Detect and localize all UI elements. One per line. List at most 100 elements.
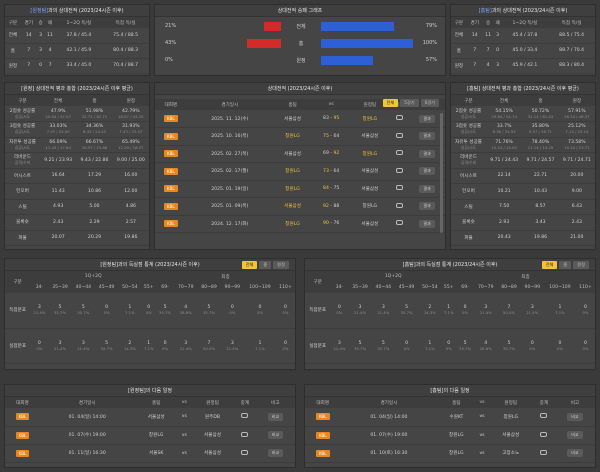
dist-cell: 0 0%	[330, 293, 349, 329]
schedule-row[interactable]: KBL 01. 07(수) 19:00 창원LG vs 서울삼성 비교	[5, 426, 295, 445]
stat-name: 파울	[18, 235, 27, 241]
tab-1[interactable]: 홈	[559, 261, 572, 269]
stat-main: 71.76%	[495, 139, 513, 145]
league-badge: KBL	[164, 132, 178, 140]
tv-icon[interactable]	[540, 413, 548, 419]
tv-icon[interactable]	[241, 449, 249, 455]
tv-icon[interactable]	[395, 167, 403, 173]
tv-icon[interactable]	[395, 132, 403, 138]
dist-count: 0	[284, 305, 287, 311]
result-button[interactable]: 결과	[419, 132, 435, 141]
dist-pct: 21.4%	[333, 345, 346, 351]
dist-cell: 5 35.7%	[456, 328, 475, 364]
schedule-row[interactable]: KBL 01. 04(일) 14:00 수원KT vs 창원LG 비교	[305, 408, 595, 427]
range-header: 90~99	[520, 282, 544, 293]
range-header: 50~54	[118, 282, 142, 293]
tv-icon[interactable]	[540, 431, 548, 437]
tv-icon[interactable]	[395, 220, 403, 226]
row-label: 원정	[296, 58, 306, 64]
dist-cell: 1 7.1%	[118, 293, 142, 329]
tv-icon[interactable]	[241, 413, 249, 419]
dist-cell: 1 7.1%	[543, 293, 576, 329]
games-scrollbar[interactable]	[440, 113, 443, 233]
result-cell: 결과	[409, 180, 445, 198]
compare-button[interactable]: 비교	[567, 412, 583, 421]
column-header: 구분	[5, 17, 21, 28]
schedule-row[interactable]: KBL 01. 04(일) 14:00 서울삼성 vs 원주DB 비교	[5, 408, 295, 427]
dist-count: 7	[507, 305, 511, 311]
column-header: 원정팀	[190, 397, 235, 408]
stat-name: 스틸	[18, 204, 27, 210]
tab-0[interactable]: 전체	[541, 261, 558, 269]
away-score: 88	[333, 203, 340, 209]
broadcast-cell	[234, 426, 256, 445]
compare-button[interactable]: 비교	[267, 431, 284, 439]
tab-1[interactable]: 홈	[259, 261, 272, 269]
compare-button[interactable]: 비교	[567, 431, 583, 439]
game-row[interactable]: KBL 2025. 10. 16(목) 창원LG 75 - 64 서울삼성 결과	[155, 127, 445, 146]
result-button[interactable]: 결과	[419, 219, 435, 228]
range-header: 69-	[456, 282, 475, 293]
dist-pct: 35.7%	[377, 345, 390, 351]
stat-value: 3.43	[522, 214, 559, 231]
tab-0[interactable]: 전체	[241, 261, 258, 269]
tv-icon[interactable]	[241, 431, 249, 437]
column-header: 경기	[20, 17, 37, 28]
result-button[interactable]: 결과	[419, 202, 435, 211]
result-button[interactable]: 결과	[419, 184, 435, 193]
tv-icon[interactable]	[395, 150, 403, 156]
tab-0[interactable]: 전체	[382, 99, 399, 107]
record-cell: 4	[482, 58, 494, 74]
schedule-row[interactable]: KBL 01. 10(토) 16:30 창원LG vs 고양소노 비교	[305, 444, 595, 463]
result-button[interactable]: 결과	[419, 149, 435, 158]
stat-sub: 공격/수비	[14, 160, 31, 166]
stat-main: 78.40%	[531, 139, 550, 145]
dist-pct: 0%	[162, 345, 169, 351]
group-header: 구분	[5, 271, 31, 293]
stat-value: 9.71 / 24.43	[485, 152, 523, 169]
result-button[interactable]: 결과	[419, 167, 435, 176]
compare-cell: 비교	[255, 444, 295, 463]
dist-pct: 7.1%	[125, 310, 135, 316]
schedule-row[interactable]: KBL 01. 11(일) 16:30 서울SK vs 서울삼성 비교	[5, 444, 295, 463]
dist-count: 0	[337, 305, 341, 311]
game-row[interactable]: KBL 2025. 01. 09(목) 서울삼성 92 - 88 창원LG 결과	[155, 197, 445, 216]
dist-label: 실점분포	[305, 328, 331, 364]
game-row[interactable]: KBL 2025. 01. 19(일) 창원LG 84 - 75 서울삼성 결과	[155, 180, 445, 198]
column-header: 홈팀	[134, 397, 178, 408]
tv-icon[interactable]	[395, 202, 403, 208]
game-row[interactable]: KBL 2025. 11. 12(수) 서울삼성 83 - 95 창원LG 결과	[155, 110, 445, 128]
record-row: 전체 14 3 11 37.8 / 45.4 75.4 / 88.5	[5, 28, 149, 44]
compare-button[interactable]: 비교	[267, 412, 284, 421]
tab-2[interactable]: 원정	[273, 261, 289, 269]
tv-icon[interactable]	[540, 449, 548, 455]
dist-count: 1	[147, 340, 151, 346]
record-cell: 3	[493, 28, 502, 44]
stat-row: 블록슛 2.93 3.43 2.43	[451, 214, 595, 231]
record-cell: 75.4 / 88.5	[102, 28, 149, 44]
dist-count: 1	[128, 305, 132, 311]
stat-detail: 8.43 / 24.43	[82, 129, 106, 135]
home-team: 수원KT	[437, 408, 476, 427]
tv-icon[interactable]	[395, 115, 403, 120]
game-row[interactable]: KBL 2025. 02. 27(목) 서울삼성 69 - 92 창원LG 결과	[155, 145, 445, 163]
dist-cell: 5 35.7%	[497, 328, 521, 364]
schedule-row[interactable]: KBL 01. 07(수) 19:00 창원LG vs 서울삼성 비교	[305, 426, 595, 445]
game-row[interactable]: KBL 2024. 12. 17(화) 창원LG 90 - 76 서울삼성 결과	[155, 215, 445, 233]
game-row[interactable]: KBL 2025. 02. 17(월) 창원LG 73 - 64 서울삼성 결과	[155, 162, 445, 181]
away-team: 서울삼성	[350, 162, 390, 181]
stat-main: 47.9%	[50, 108, 66, 114]
tv-icon[interactable]	[395, 185, 403, 191]
column-header: 구분	[5, 95, 40, 106]
compare-button[interactable]: 비교	[567, 449, 583, 457]
tab-1[interactable]: 5경기	[400, 99, 419, 107]
tab-2[interactable]: 6경기	[420, 99, 439, 107]
result-button[interactable]: 결과	[419, 114, 435, 123]
record-cell: 원정	[5, 58, 21, 74]
stat-value: 19.86	[112, 230, 149, 246]
tab-2[interactable]: 원정	[573, 261, 589, 269]
stat-detail: 8.36 / 24.93	[492, 129, 516, 135]
compare-button[interactable]: 비교	[267, 449, 284, 457]
stat-value: 2.43	[39, 214, 77, 231]
result-cell: 결과	[409, 127, 445, 146]
